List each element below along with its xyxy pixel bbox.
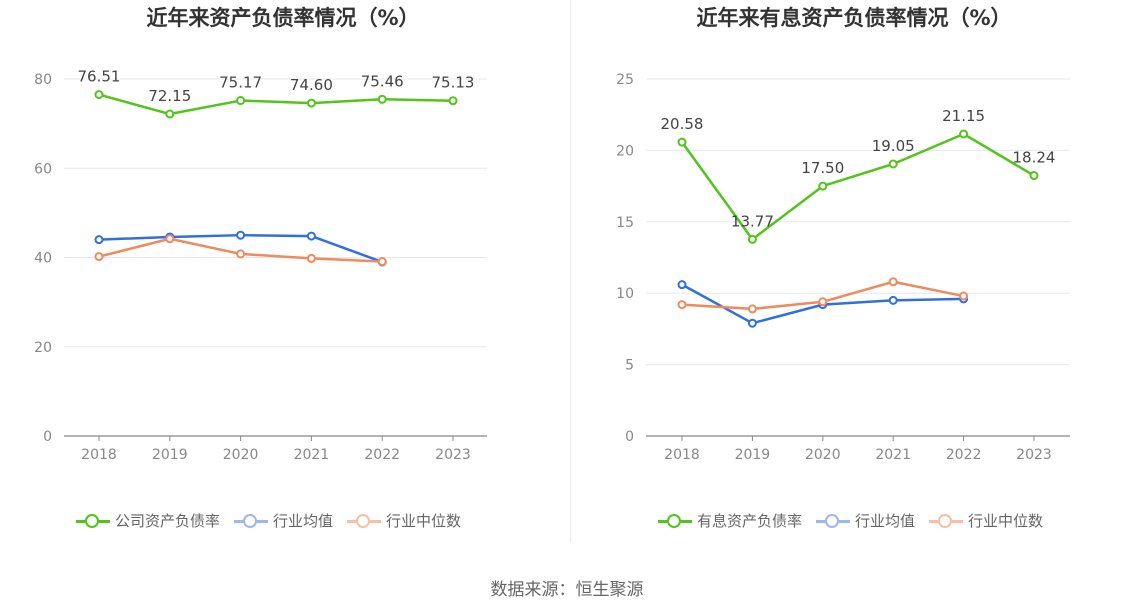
right-point-average[interactable] <box>677 280 687 290</box>
legend-company-icon <box>76 513 110 528</box>
left-x-tick-label: 2018 <box>81 447 117 463</box>
right-point-median[interactable] <box>747 304 757 314</box>
left-chart-title: 近年来资产负债率情况（%） <box>146 6 420 30</box>
right-x-tick-label: 2019 <box>735 447 771 463</box>
left-y-tick-label: 20 <box>34 340 52 356</box>
legend-average-right-icon <box>816 513 851 528</box>
left-point-company[interactable] <box>306 98 316 108</box>
left-point-average[interactable] <box>236 230 246 240</box>
right-y-tick-label: 20 <box>616 143 634 159</box>
panel-divider <box>570 0 571 543</box>
legend-item-median[interactable]: 行业中位数 <box>347 510 461 531</box>
left-data-label: 75.46 <box>361 72 404 90</box>
left-series-line-company <box>98 93 454 116</box>
left-point-median[interactable] <box>165 234 175 244</box>
left-y-tick-label: 80 <box>34 72 52 88</box>
left-point-company[interactable] <box>94 90 104 100</box>
left-y-tick-label: 0 <box>43 429 52 445</box>
right-point-company[interactable] <box>1029 171 1039 181</box>
legend-average-label: 行业均值 <box>273 512 334 530</box>
right-point-average[interactable] <box>747 318 757 328</box>
legend-median-right-icon <box>929 513 964 528</box>
left-y-tick-label: 60 <box>34 161 52 177</box>
right-point-median[interactable] <box>888 277 898 287</box>
right-data-label: 13.77 <box>731 212 774 230</box>
right-data-label: 20.58 <box>661 115 704 133</box>
right-x-tick-label: 2020 <box>805 447 841 463</box>
left-x-tick-label: 2021 <box>294 447 330 463</box>
left-x-tick-label: 2022 <box>364 447 400 463</box>
right-point-company[interactable] <box>818 181 828 191</box>
left-x-tick-label: 2020 <box>223 447 259 463</box>
left-point-median[interactable] <box>236 249 246 259</box>
data-source-note: 数据来源：恒生聚源 <box>490 580 644 600</box>
left-data-label: 74.60 <box>290 76 333 94</box>
right-point-company[interactable] <box>747 234 757 244</box>
legend-median-right-label: 行业中位数 <box>968 512 1044 530</box>
left-data-label: 72.15 <box>148 87 191 105</box>
legend-interest-bearing-icon <box>658 513 692 528</box>
legend-company-label: 公司资产负债率 <box>115 512 221 530</box>
left-point-company[interactable] <box>236 96 246 106</box>
legend-item-average[interactable]: 行业均值 <box>234 510 333 531</box>
right-data-label: 17.50 <box>801 159 844 177</box>
right-x-tick-label: 2023 <box>1016 447 1052 463</box>
right-x-tick-label: 2021 <box>875 447 911 463</box>
right-y-tick-label: 0 <box>625 429 634 445</box>
left-point-company[interactable] <box>165 109 175 119</box>
legend-item-median-right[interactable]: 行业中位数 <box>929 510 1043 531</box>
right-chart-title: 近年来有息资产负债率情况（%） <box>696 6 1012 30</box>
right-point-company[interactable] <box>677 137 687 147</box>
right-x-tick-label: 2022 <box>946 447 982 463</box>
right-y-tick-label: 15 <box>616 215 634 231</box>
legend-interest-bearing-label: 有息资产负债率 <box>697 512 803 530</box>
left-point-average[interactable] <box>94 235 104 245</box>
left-point-median[interactable] <box>94 252 104 262</box>
right-point-median[interactable] <box>818 297 828 307</box>
right-x-tick-label: 2018 <box>664 447 700 463</box>
right-chart-legend: 有息资产负债率 行业均值 行业中位数 <box>658 510 1057 531</box>
left-point-median[interactable] <box>377 257 387 267</box>
right-point-company[interactable] <box>959 129 969 139</box>
left-point-median[interactable] <box>306 253 316 263</box>
right-data-label: 18.24 <box>1013 149 1056 167</box>
left-point-company[interactable] <box>448 96 458 106</box>
legend-item-company[interactable]: 公司资产负债率 <box>76 510 220 531</box>
left-point-average[interactable] <box>306 231 316 241</box>
legend-item-interest-bearing[interactable]: 有息资产负债率 <box>658 510 802 531</box>
left-data-label: 75.17 <box>219 74 262 92</box>
right-data-label: 19.05 <box>872 137 915 155</box>
right-chart-plot: 0 5 10 15 20 25 2018 2019 2020 2021 2022 2023 20.58 1… <box>616 72 1070 463</box>
right-data-label: 21.15 <box>942 107 985 125</box>
right-point-median[interactable] <box>677 300 687 310</box>
right-point-median[interactable] <box>959 291 969 301</box>
right-point-average[interactable] <box>888 295 898 305</box>
legend-median-label: 行业中位数 <box>386 512 462 530</box>
left-data-label: 75.13 <box>432 74 475 92</box>
left-x-tick-label: 2023 <box>435 447 471 463</box>
right-y-tick-label: 5 <box>625 358 634 374</box>
legend-average-icon <box>234 513 269 528</box>
right-y-tick-label: 10 <box>616 286 634 302</box>
legend-median-icon <box>347 513 382 528</box>
left-data-label: 76.51 <box>78 68 121 86</box>
left-chart-legend: 公司资产负债率 行业均值 行业中位数 <box>76 510 475 531</box>
left-x-tick-label: 2019 <box>152 447 188 463</box>
right-y-tick-label: 25 <box>616 72 634 88</box>
right-point-company[interactable] <box>888 159 898 169</box>
left-point-company[interactable] <box>377 94 387 104</box>
legend-average-right-label: 行业均值 <box>855 512 916 530</box>
left-chart-plot: 0 20 40 60 80 2018 2019 2020 2021 2022 2023 76.51 72… <box>34 68 487 463</box>
right-series-line-company <box>680 132 1035 241</box>
legend-item-average-right[interactable]: 行业均值 <box>816 510 915 531</box>
left-y-tick-label: 40 <box>34 251 52 267</box>
